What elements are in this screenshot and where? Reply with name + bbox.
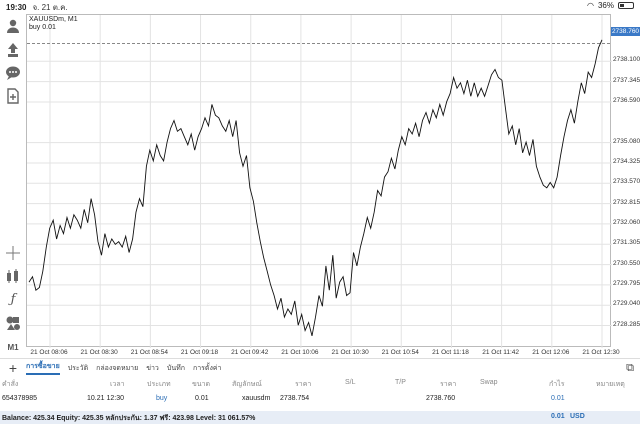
account-icon[interactable] bbox=[4, 17, 22, 35]
price-tick-label: 2736.590 bbox=[613, 96, 640, 104]
col-type[interactable]: ประเภท bbox=[147, 381, 171, 388]
time-tick-label: 21 Oct 12:06 bbox=[532, 349, 570, 356]
chart-frame[interactable]: XAUUSDm, M1 buy 0.01 bbox=[26, 14, 612, 348]
order-time: 10.21 12:30 bbox=[87, 395, 124, 402]
price-tick-label: 2732.815 bbox=[613, 198, 640, 206]
add-icon[interactable]: + bbox=[8, 360, 18, 376]
function-icon[interactable]: ƒ bbox=[10, 291, 16, 307]
left-toolbar: ƒ M1 bbox=[0, 14, 26, 352]
layout-icon[interactable]: ⧉ bbox=[626, 362, 634, 374]
time-tick-label: 21 Oct 08:06 bbox=[30, 349, 68, 356]
currency: USD bbox=[570, 413, 585, 420]
price-tick-label: 2737.345 bbox=[613, 76, 640, 84]
tab-trade[interactable]: การซื้อขาย bbox=[26, 361, 60, 375]
objects-icon[interactable] bbox=[4, 314, 22, 332]
time-tick-label: 21 Oct 11:42 bbox=[482, 349, 519, 356]
tab-mailbox[interactable]: กล่องจดหมาย bbox=[96, 364, 139, 372]
col-symbol[interactable]: สัญลักษณ์ bbox=[232, 381, 262, 388]
time-tick-label: 21 Oct 11:18 bbox=[432, 349, 469, 356]
col-time[interactable]: เวลา bbox=[110, 381, 125, 388]
tab-history[interactable]: ประวัติ bbox=[67, 364, 89, 372]
time-tick-label: 21 Oct 09:18 bbox=[180, 349, 219, 356]
price-tick-label: 2732.060 bbox=[613, 218, 640, 226]
price-tick-label: 2735.080 bbox=[613, 137, 640, 145]
col-order[interactable]: คำสั่ง bbox=[2, 381, 19, 388]
order-id: 654378985 bbox=[2, 395, 38, 402]
col-price[interactable]: ราคา bbox=[295, 381, 312, 388]
chart-area[interactable]: XAUUSDm, M1 buy 0.01 2738.100 2737.345 273… bbox=[26, 14, 640, 356]
battery-icon bbox=[618, 2, 634, 9]
status-bar: 19:30 จ. 21 ต.ค. ◠ 36% bbox=[0, 0, 640, 14]
chart-symbol-label: XAUUSDm, M1 bbox=[29, 16, 78, 23]
tab-journal[interactable]: บันทึก bbox=[166, 364, 185, 372]
col-profit[interactable]: กำไร bbox=[549, 381, 565, 388]
timeframe-button[interactable]: M1 bbox=[7, 342, 19, 352]
time-tick-label: 21 Oct 12:30 bbox=[582, 349, 620, 356]
clock: 19:30 bbox=[6, 2, 27, 12]
current-price-badge: 2738.760 bbox=[611, 27, 640, 36]
order-size: 0.01 bbox=[195, 395, 209, 402]
time-axis: 21 Oct 08:06 21 Oct 08:30 21 Oct 08:54 21 O… bbox=[26, 349, 619, 359]
crosshair-icon[interactable] bbox=[4, 244, 22, 262]
order-symbol: xauusdm bbox=[242, 395, 271, 402]
order-open-price: 2738.754 bbox=[280, 395, 310, 402]
table-row[interactable]: 654378985 10.21 12:30 buy 0.01 xauusdm 2… bbox=[0, 395, 640, 407]
order-type: buy bbox=[156, 395, 168, 402]
terminal-tabs: + การซื้อขาย ประวัติ กล่องจดหมาย ข่าว บั… bbox=[0, 359, 640, 377]
status-right: ◠ 36% bbox=[587, 1, 634, 10]
time-tick-label: 21 Oct 10:54 bbox=[381, 349, 419, 356]
balance-summary: Balance: 425.34 Equity: 425.35 หลักประกั… bbox=[2, 415, 256, 422]
total-profit: 0.01 bbox=[551, 413, 565, 420]
indicators-icon[interactable] bbox=[4, 267, 22, 285]
date: จ. 21 ต.ค. bbox=[32, 2, 68, 12]
price-tick-label: 2730.550 bbox=[613, 259, 640, 267]
order-current-price: 2738.760 bbox=[426, 395, 456, 402]
price-tick-label: 2733.570 bbox=[613, 178, 640, 186]
terminal-panel: + การซื้อขาย ประวัติ กล่องจดหมาย ข่าว บั… bbox=[0, 358, 640, 447]
price-axis: 2738.100 2737.345 2736.590 2735.080 2734.325… bbox=[611, 14, 640, 352]
time-tick-label: 21 Oct 10:30 bbox=[331, 349, 369, 356]
price-tick-label: 2729.040 bbox=[613, 300, 640, 308]
price-tick-label: 2734.325 bbox=[613, 157, 640, 165]
new-chart-icon[interactable] bbox=[4, 87, 22, 105]
battery-percent: 36% bbox=[597, 1, 614, 10]
col-sl[interactable]: S/L bbox=[345, 379, 356, 386]
time-tick-label: 21 Oct 08:54 bbox=[130, 349, 168, 356]
col-swap[interactable]: Swap bbox=[480, 379, 498, 386]
col-price-current[interactable]: ราคา bbox=[440, 381, 457, 388]
price-tick-label: 2728.285 bbox=[613, 320, 640, 328]
order-profit: 0.01 bbox=[551, 395, 565, 402]
tab-news[interactable]: ข่าว bbox=[146, 364, 159, 372]
time-tick-label: 21 Oct 10:06 bbox=[281, 349, 319, 356]
table-header: คำสั่ง เวลา ประเภท ขนาด สัญลักษณ์ ราคา S… bbox=[0, 379, 640, 391]
balance-row: Balance: 425.34 Equity: 425.35 หลักประกั… bbox=[0, 411, 640, 424]
price-tick-label: 2729.795 bbox=[613, 279, 640, 287]
col-tp[interactable]: T/P bbox=[395, 379, 406, 386]
chart-order-label: buy 0.01 bbox=[29, 24, 56, 31]
price-chart[interactable] bbox=[27, 15, 612, 348]
col-comment[interactable]: หมายเหตุ bbox=[596, 381, 625, 388]
time-tick-label: 21 Oct 08:30 bbox=[80, 349, 118, 356]
price-series-line bbox=[28, 39, 603, 337]
time-tick-label: 21 Oct 09:42 bbox=[231, 349, 269, 356]
col-size[interactable]: ขนาด bbox=[192, 381, 211, 388]
price-tick-label: 2738.100 bbox=[613, 56, 640, 64]
trade-icon[interactable] bbox=[4, 41, 22, 59]
wifi-icon: ◠ bbox=[587, 1, 594, 10]
tab-settings[interactable]: การตั้งค่า bbox=[192, 364, 222, 372]
chat-icon[interactable] bbox=[4, 64, 22, 82]
price-tick-label: 2731.305 bbox=[613, 239, 640, 247]
